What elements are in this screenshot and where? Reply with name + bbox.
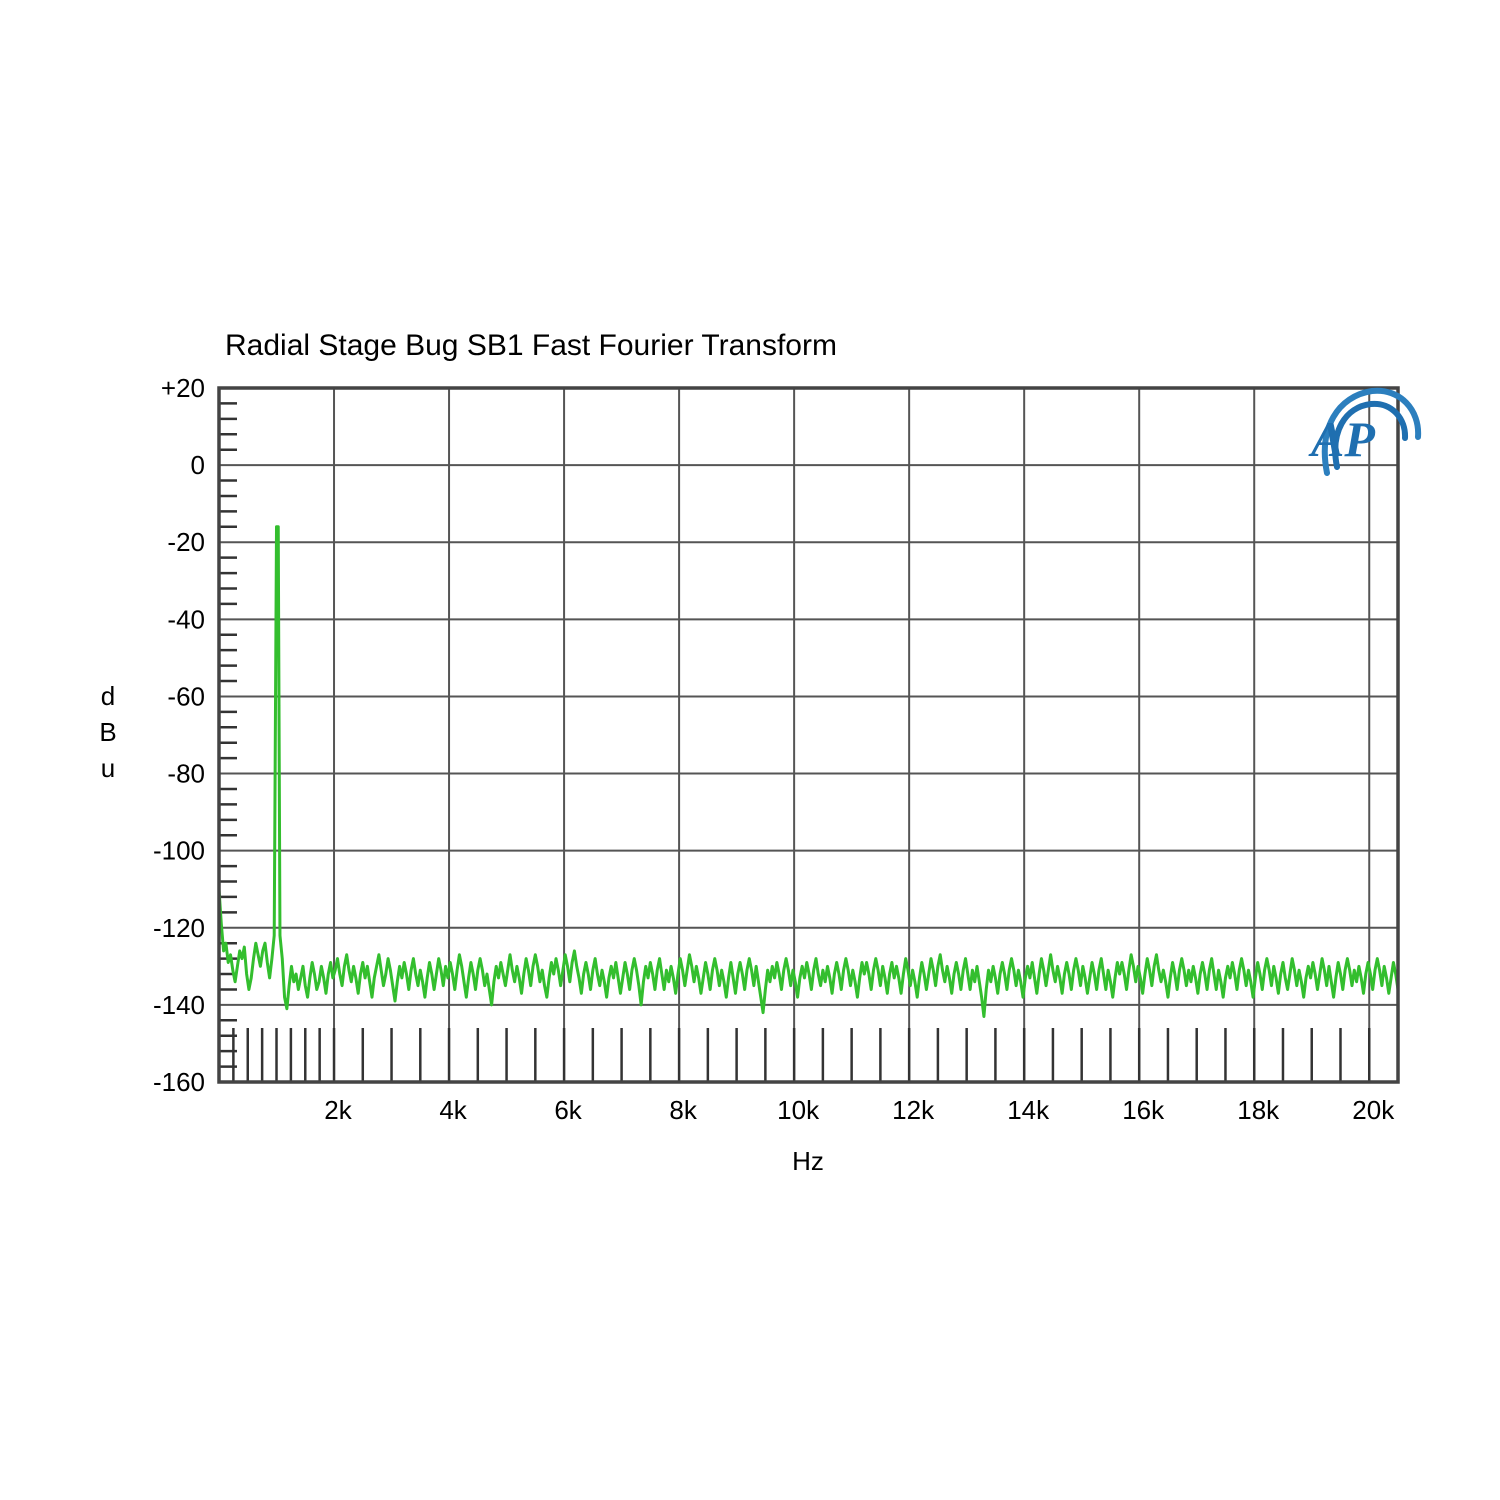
- y-axis-title-char: d: [101, 681, 115, 711]
- y-axis-tick-label: -120: [153, 913, 205, 943]
- x-axis-tick-label: 18k: [1237, 1095, 1280, 1125]
- plot-frame: [217, 386, 1400, 1084]
- x-axis-tick-label: 20k: [1352, 1095, 1395, 1125]
- gridlines: [219, 388, 1398, 1082]
- ap-logo-text: AP: [1308, 411, 1375, 467]
- y-axis-tick-labels: +20 0 -20 -40 -60 -80 -100 -120 -140 -160: [153, 373, 205, 1097]
- y-axis-tick-label: +20: [161, 373, 205, 403]
- ap-logo-arc-inner: [1332, 400, 1408, 470]
- x-axis-tick-label: 12k: [892, 1095, 935, 1125]
- x-axis-tick-label: 8k: [669, 1095, 697, 1125]
- x-axis-tick-label: 2k: [324, 1095, 352, 1125]
- y-axis-title: dBu: [99, 681, 116, 783]
- y-axis-tick-label: 0: [191, 450, 205, 480]
- y-axis-tick-label: -160: [153, 1067, 205, 1097]
- ap-logo-arc-outer: [1321, 387, 1422, 476]
- x-minor-ticks: [232, 1028, 1371, 1082]
- fft-trace-line: [217, 525, 1400, 1018]
- x-axis-tick-labels: 2k 4k 6k 8k 10k 12k 14k 16k 18k 20k: [324, 1095, 1395, 1125]
- y-minor-ticks: [219, 402, 237, 1068]
- x-axis-tick-label: 14k: [1007, 1095, 1050, 1125]
- y-axis-tick-label: -60: [167, 681, 205, 711]
- x-axis-title: Hz: [792, 1146, 824, 1176]
- x-axis-tick-label: 6k: [554, 1095, 582, 1125]
- y-axis-tick-label: -40: [167, 604, 205, 634]
- x-axis-tick-label: 4k: [439, 1095, 467, 1125]
- x-axis-tick-label: 16k: [1122, 1095, 1165, 1125]
- y-axis-tick-label: -20: [167, 527, 205, 557]
- chart-title: Radial Stage Bug SB1 Fast Fourier Transf…: [225, 329, 837, 362]
- y-axis-tick-label: -100: [153, 836, 205, 866]
- y-axis-title-char: B: [99, 717, 116, 747]
- y-axis-title-char: u: [101, 753, 115, 783]
- y-axis-tick-label: -80: [167, 759, 205, 789]
- y-axis-tick-label: -140: [153, 990, 205, 1020]
- ap-logo-watermark: AP: [1308, 387, 1422, 476]
- x-axis-tick-label: 10k: [777, 1095, 820, 1125]
